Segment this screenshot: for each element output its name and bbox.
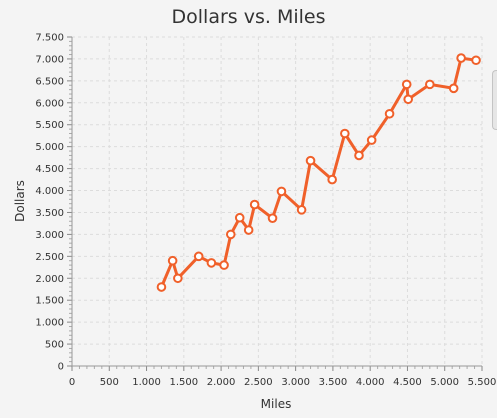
data-point <box>249 199 260 210</box>
y-tick-label: 5.000 <box>35 142 64 153</box>
chart-title: Dollars vs. Miles <box>171 6 326 28</box>
data-point <box>225 229 236 240</box>
y-axis-label: Dollars <box>13 180 27 222</box>
data-point <box>425 79 435 90</box>
y-tick-label: 4.000 <box>35 186 64 197</box>
x-tick-label: 0 <box>69 377 75 388</box>
y-tick-label: 1.000 <box>35 318 64 329</box>
y-tick-label: 6.500 <box>35 76 64 87</box>
data-point <box>456 53 466 63</box>
data-point <box>296 205 307 215</box>
data-point <box>401 79 412 90</box>
x-tick-label: 500 <box>100 377 119 388</box>
x-tick-label: 4.000 <box>356 377 385 388</box>
y-tick-label: 2.500 <box>35 252 64 263</box>
data-point <box>340 128 350 139</box>
x-tick-label: 2.000 <box>207 377 236 388</box>
axes: 0 500 1.000 1.500 2.000 2.500 3.000 3.500 4.000 4… <box>35 33 496 389</box>
data-point <box>219 260 229 270</box>
x-tick-label: 3.000 <box>281 377 310 388</box>
side-panel-handle[interactable] <box>492 70 497 130</box>
x-tick-label: 2.500 <box>244 377 273 388</box>
data-point <box>366 135 377 145</box>
y-tick-label: 0 <box>58 362 64 373</box>
y-tick-label: 3.000 <box>35 230 64 241</box>
data-point <box>327 174 337 185</box>
series-line <box>160 56 477 288</box>
y-tick-label: 2.000 <box>35 274 64 285</box>
y-tick-label: 1.500 <box>35 296 64 307</box>
x-axis-label: Miles <box>261 397 292 411</box>
data-point <box>354 150 364 161</box>
y-tick-label: 7.000 <box>35 54 64 65</box>
data-point <box>384 108 395 119</box>
data-point <box>267 213 278 223</box>
y-tick-label: 6.000 <box>35 98 64 109</box>
data-point <box>234 212 245 223</box>
data-point <box>471 55 481 66</box>
x-tick-label: 1.500 <box>169 377 198 388</box>
data-point <box>193 251 204 262</box>
data-point <box>173 273 183 284</box>
x-tick-label: 1.000 <box>132 377 161 388</box>
y-tick-label: 7.500 <box>35 33 64 44</box>
y-tick-label: 500 <box>45 340 64 351</box>
data-point <box>243 225 254 235</box>
data-point <box>167 255 178 266</box>
data-point <box>156 282 167 292</box>
data-point <box>305 155 316 166</box>
y-tick-label: 4.500 <box>35 164 64 175</box>
x-tick-label: 3.500 <box>319 377 348 388</box>
x-tick-label: 4.500 <box>393 377 422 388</box>
series-1 <box>156 53 481 292</box>
x-tick-label: 5.000 <box>430 377 459 388</box>
data-point <box>276 186 287 197</box>
x-tick-label: 5.500 <box>468 377 497 388</box>
y-tick-label: 5.500 <box>35 120 64 131</box>
y-tick-label: 3.500 <box>35 208 64 219</box>
grid-lines <box>72 36 483 366</box>
data-point <box>206 258 217 268</box>
data-point <box>448 83 459 94</box>
data-point <box>403 94 414 105</box>
